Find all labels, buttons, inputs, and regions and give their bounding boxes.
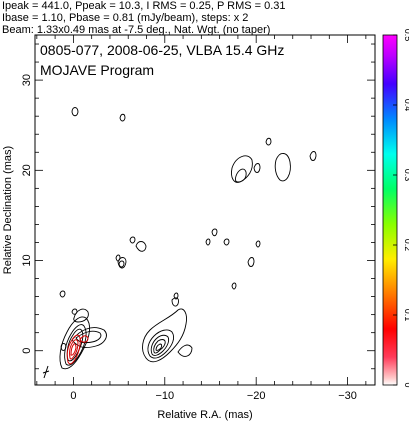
contour-core-red-2 — [69, 339, 79, 360]
contour-core-small-1 — [60, 343, 67, 351]
contour-core-red-3 — [70, 343, 77, 356]
contour-jet-outer — [142, 308, 187, 363]
contour-jet-2 — [147, 329, 175, 359]
contour-core-red-1 — [66, 334, 81, 365]
contour-jet-arm — [177, 344, 193, 357]
contour-knot-19 — [309, 151, 317, 161]
colorbar-tick-label: 0.1 — [403, 309, 409, 322]
contour-knot-20c — [253, 163, 261, 173]
chart-title: 0805-077, 2008-06-25, VLBA 15.4 GHz — [40, 42, 284, 58]
contour-jet-3 — [150, 334, 170, 356]
header-line-1: Ipeak = 441.0, Ppeak = 10.3, I RMS = 0.2… — [2, 0, 286, 12]
contour-knot-m4 — [117, 257, 127, 269]
contour-knot-25 — [71, 107, 79, 117]
colorbar-tick-label: 0.3 — [403, 169, 409, 182]
contour-knot-m9 — [255, 240, 261, 248]
contour-knot-20d — [274, 153, 291, 182]
x-tick-label: −30 — [338, 390, 357, 402]
contour-knot-m8 — [247, 257, 255, 267]
x-tick-label: −10 — [155, 390, 174, 402]
contour-knot-m10 — [205, 238, 211, 246]
colorbar-ticks: 0 0.1 0.2 0.3 0.4 0.5 — [393, 29, 409, 388]
contour-knot-m7 — [223, 238, 230, 246]
contour-core-wing-2 — [75, 330, 102, 344]
contour-knot-20a — [231, 155, 253, 183]
contour-knot-27 — [119, 113, 126, 122]
y-tick-label: 30 — [21, 74, 33, 86]
contour-core-small-2 — [71, 308, 78, 315]
contour-knot-m3 — [135, 241, 147, 252]
x-axis-label: Relative R.A. (mas) — [157, 409, 252, 421]
chart-subtitle: MOJAVE Program — [40, 62, 154, 78]
header-line-2: Ibase = 1.10, Pbase = 0.81 (mJy/beam), s… — [2, 12, 248, 24]
contour-knot-m13 — [231, 282, 237, 290]
contour-knot-m12 — [173, 292, 179, 300]
header-line-3: Beam: 1.33x0.49 mas at -7.5 deg., Nat. W… — [2, 24, 270, 36]
contour-knot-m2 — [129, 236, 136, 244]
y-tick-label: 20 — [21, 164, 33, 176]
colorbar-tick-label: 0 — [403, 382, 409, 387]
x-tick-label: 0 — [70, 390, 76, 402]
colorbar — [382, 34, 398, 386]
y-tick-label: 10 — [21, 254, 33, 266]
colorbar-tick-label: 0.5 — [403, 29, 409, 42]
axes: 0 −10 −20 −30 0 10 20 30 — [21, 35, 375, 402]
contour-jet-5 — [155, 343, 163, 351]
contour-jet-top — [171, 297, 179, 307]
contour-knot-m6 — [211, 228, 218, 237]
x-tick-label: −20 — [247, 390, 266, 402]
colorbar-tick-label: 0.4 — [403, 99, 409, 112]
colorbar-tick-label: 0.2 — [403, 239, 409, 252]
beam-marker — [42, 365, 50, 379]
contour-knot-20b — [234, 168, 247, 183]
contour-core-red-4 — [79, 335, 89, 343]
contour-core-upper — [73, 308, 89, 323]
plot-frame — [34, 34, 376, 386]
contour-jet-4 — [153, 339, 166, 354]
contour-knot-m5 — [118, 260, 125, 268]
contour-core-wing — [71, 327, 107, 349]
contour-lines — [59, 107, 317, 370]
contour-knot-22 — [265, 137, 272, 146]
y-tick-label: 0 — [21, 348, 33, 354]
y-axis-label: Relative Declination (mas) — [2, 146, 14, 274]
contour-knot-m11 — [59, 290, 66, 298]
contour-core-2 — [64, 324, 87, 366]
